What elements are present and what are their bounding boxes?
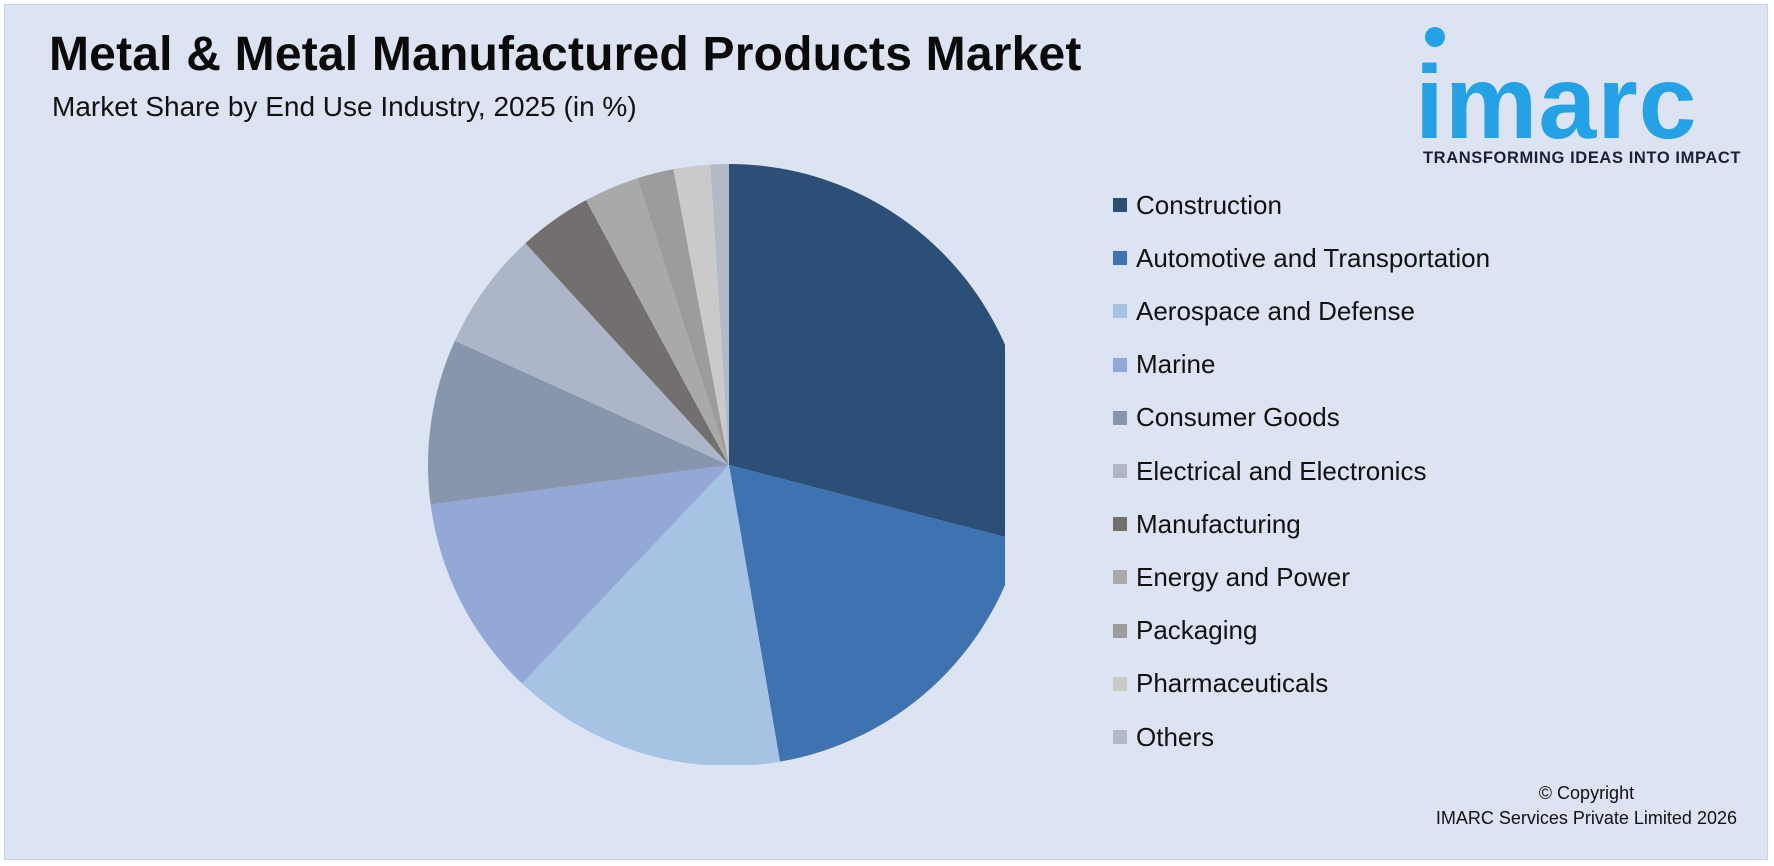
copyright-line-2: IMARC Services Private Limited 2026 bbox=[1435, 808, 1737, 828]
legend-item-manufacturing: Manufacturing bbox=[1113, 508, 1301, 540]
imarc-logo: imarc TRANSFORMING IDEAS INTO IMPACT bbox=[1415, 25, 1755, 175]
pie-slice-electrical-and-electronics bbox=[454, 243, 729, 465]
logo-wordmark: imarc bbox=[1415, 45, 1698, 161]
legend-item-marine: Marine bbox=[1113, 349, 1215, 381]
legend-swatch bbox=[1113, 357, 1127, 372]
chart-panel: Metal & Metal Manufactured Products Mark… bbox=[4, 4, 1768, 860]
pie-slice-consumer-goods bbox=[427, 340, 729, 505]
chart-title: Metal & Metal Manufactured Products Mark… bbox=[49, 28, 1082, 81]
legend-swatch bbox=[1113, 251, 1127, 266]
legend-swatch bbox=[1113, 304, 1127, 319]
legend-swatch bbox=[1113, 570, 1127, 585]
legend-item-others: Others bbox=[1113, 721, 1214, 753]
legend-label: Others bbox=[1136, 721, 1215, 752]
pie-slice-pharmaceuticals bbox=[673, 164, 729, 465]
legend-label: Pharmaceuticals bbox=[1136, 668, 1329, 699]
legend-item-aerospace-and-defense: Aerospace and Defense bbox=[1113, 295, 1415, 327]
legend-label: Consumer Goods bbox=[1136, 402, 1340, 433]
pie-chart bbox=[427, 164, 1005, 765]
legend-swatch bbox=[1113, 198, 1127, 212]
legend-swatch bbox=[1113, 410, 1127, 425]
legend-label: Construction bbox=[1136, 189, 1282, 220]
legend-swatch bbox=[1113, 517, 1127, 532]
legend-item-construction: Construction bbox=[1113, 189, 1282, 221]
legend-swatch bbox=[1113, 676, 1127, 691]
legend-item-packaging: Packaging bbox=[1113, 615, 1257, 647]
legend-label: Manufacturing bbox=[1136, 508, 1301, 539]
pie-slice-automotive-and-transportation bbox=[729, 465, 1005, 762]
pie-slice-marine bbox=[430, 465, 729, 684]
legend-swatch bbox=[1113, 623, 1127, 638]
legend-label: Packaging bbox=[1136, 615, 1258, 646]
legend-label: Aerospace and Defense bbox=[1136, 295, 1415, 326]
pie-slice-manufacturing bbox=[525, 200, 729, 465]
legend-item-electrical-and-electronics: Electrical and Electronics bbox=[1113, 455, 1426, 487]
legend-item-automotive-and-transportation: Automotive and Transportation bbox=[1113, 242, 1490, 274]
legend-item-energy-and-power: Energy and Power bbox=[1113, 561, 1350, 593]
logo-tagline: TRANSFORMING IDEAS INTO IMPACT bbox=[1423, 149, 1742, 167]
legend-item-consumer-goods: Consumer Goods bbox=[1113, 402, 1340, 434]
legend-swatch bbox=[1113, 730, 1127, 744]
legend-label: Energy and Power bbox=[1136, 561, 1350, 592]
copyright-notice: © Copyright IMARC Services Private Limit… bbox=[1436, 781, 1737, 831]
legend-swatch bbox=[1113, 464, 1127, 478]
chart-subtitle: Market Share by End Use Industry, 2025 (… bbox=[52, 91, 637, 122]
pie-slice-others bbox=[710, 164, 729, 465]
legend-label: Automotive and Transportation bbox=[1136, 242, 1491, 273]
pie-slice-construction bbox=[729, 164, 1005, 538]
legend-label: Electrical and Electronics bbox=[1136, 455, 1427, 486]
pie-slice-energy-and-power bbox=[585, 178, 729, 466]
legend-item-pharmaceuticals: Pharmaceuticals bbox=[1113, 668, 1328, 700]
pie-slice-aerospace-and-defense bbox=[522, 465, 780, 765]
copyright-line-1: © Copyright bbox=[1538, 783, 1635, 803]
legend-label: Marine bbox=[1136, 349, 1216, 380]
pie-slice-packaging bbox=[637, 169, 729, 465]
logo-dot-icon bbox=[1425, 27, 1445, 47]
